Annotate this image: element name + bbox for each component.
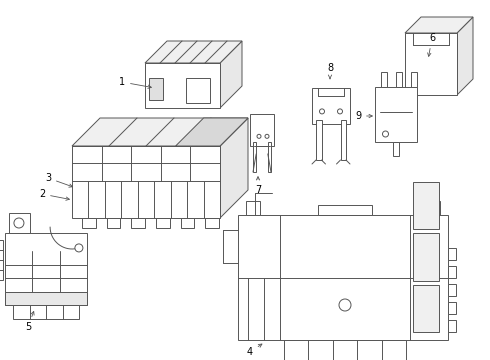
Bar <box>149 78 163 100</box>
Bar <box>180 218 194 228</box>
Circle shape <box>257 134 261 138</box>
Bar <box>13 305 79 319</box>
Bar <box>250 114 274 146</box>
Bar <box>284 340 406 360</box>
Bar <box>448 284 456 296</box>
Circle shape <box>75 244 83 252</box>
Bar <box>82 218 96 228</box>
Polygon shape <box>220 41 242 108</box>
Bar <box>9 213 29 233</box>
Bar <box>131 218 145 228</box>
Bar <box>145 63 220 108</box>
Polygon shape <box>72 118 248 146</box>
Circle shape <box>14 218 24 228</box>
Bar <box>426 201 440 215</box>
Text: 7: 7 <box>255 177 261 195</box>
Bar <box>411 72 417 87</box>
Bar <box>393 142 399 156</box>
Bar <box>413 233 439 280</box>
Bar <box>396 72 402 87</box>
Bar <box>413 181 439 229</box>
Polygon shape <box>145 41 242 63</box>
Bar <box>205 218 219 228</box>
Circle shape <box>319 109 324 114</box>
Bar <box>156 218 170 228</box>
Bar <box>253 142 256 172</box>
Bar <box>448 266 456 278</box>
Text: 9: 9 <box>355 111 372 121</box>
Bar <box>0 240 3 280</box>
Bar <box>238 215 448 340</box>
Bar <box>341 120 346 160</box>
Bar <box>5 292 87 305</box>
Bar <box>316 120 321 160</box>
Bar <box>375 87 417 142</box>
Bar <box>448 248 456 260</box>
Bar <box>268 142 271 172</box>
Bar <box>186 78 210 103</box>
Text: 1: 1 <box>119 77 151 88</box>
Circle shape <box>338 109 343 114</box>
Text: 2: 2 <box>39 189 70 200</box>
Circle shape <box>265 134 269 138</box>
Bar <box>405 33 457 95</box>
Text: 6: 6 <box>428 33 435 57</box>
Bar <box>246 201 260 215</box>
Polygon shape <box>405 17 473 33</box>
Polygon shape <box>175 118 248 146</box>
Text: 3: 3 <box>45 173 73 187</box>
Polygon shape <box>457 17 473 95</box>
Circle shape <box>339 299 351 311</box>
Bar <box>448 302 456 314</box>
Bar <box>106 218 120 228</box>
Text: 5: 5 <box>25 311 34 332</box>
Bar <box>381 72 387 87</box>
Text: 4: 4 <box>247 344 262 357</box>
Bar <box>413 284 439 332</box>
Bar <box>312 88 350 124</box>
Polygon shape <box>220 118 248 218</box>
Bar <box>72 146 220 218</box>
Bar <box>318 205 372 215</box>
Bar <box>5 233 87 305</box>
Bar <box>448 320 456 332</box>
Circle shape <box>383 131 389 137</box>
Text: 8: 8 <box>327 63 333 79</box>
